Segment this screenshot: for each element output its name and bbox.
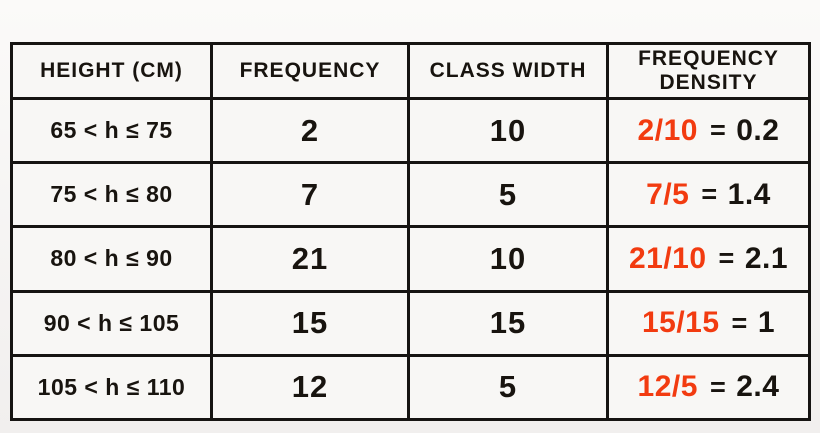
frequency-cell: 15 [213, 292, 407, 354]
equals-sign: = [709, 371, 727, 402]
equals-sign: = [731, 307, 748, 338]
column-header-frequency: FREQUENCY [213, 45, 407, 97]
equals-sign: = [709, 115, 727, 146]
frequency-cell: 7 [213, 164, 407, 226]
column-header-class-width: CLASS WIDTH [410, 45, 606, 97]
density-fraction: 7/5 [646, 177, 690, 211]
frequency-density-table: HEIGHT (CM) FREQUENCY CLASS WIDTH FREQUE… [10, 42, 811, 421]
density-result: 1.4 [727, 177, 771, 211]
equals-sign: = [718, 243, 735, 274]
density-result: 2.1 [744, 241, 789, 275]
frequency-density-cell: 7/5 = 1.4 [609, 164, 808, 226]
density-fraction: 21/10 [628, 241, 707, 275]
frequency-density-cell: 21/10 = 2.1 [609, 228, 808, 290]
height-range-cell: 90 < h ≤ 105 [13, 292, 210, 354]
frequency-density-cell: 15/15 = 1 [609, 292, 808, 354]
class-width-cell: 10 [410, 100, 606, 162]
class-width-cell: 5 [410, 164, 606, 226]
class-width-cell: 5 [410, 356, 606, 418]
density-fraction: 12/5 [637, 370, 698, 404]
density-fraction: 15/15 [641, 306, 720, 340]
frequency-cell: 2 [213, 100, 407, 162]
class-width-cell: 10 [410, 228, 606, 290]
density-fraction: 2/10 [637, 113, 698, 147]
height-range-cell: 80 < h ≤ 90 [13, 228, 210, 290]
equals-sign: = [701, 179, 718, 210]
frequency-density-cell: 2/10 = 0.2 [609, 100, 808, 162]
height-range-cell: 75 < h ≤ 80 [13, 164, 210, 226]
frequency-cell: 12 [213, 356, 407, 418]
class-width-cell: 15 [410, 292, 606, 354]
density-result: 1 [757, 306, 776, 340]
height-range-cell: 105 < h ≤ 110 [13, 356, 210, 418]
column-header-frequency-density: FREQUENCY DENSITY [609, 45, 808, 97]
column-header-height: HEIGHT (CM) [13, 45, 210, 97]
height-range-cell: 65 < h ≤ 75 [13, 100, 210, 162]
density-result: 2.4 [736, 370, 780, 404]
density-result: 0.2 [736, 113, 780, 147]
frequency-cell: 21 [213, 228, 407, 290]
frequency-density-cell: 12/5 = 2.4 [609, 356, 808, 418]
